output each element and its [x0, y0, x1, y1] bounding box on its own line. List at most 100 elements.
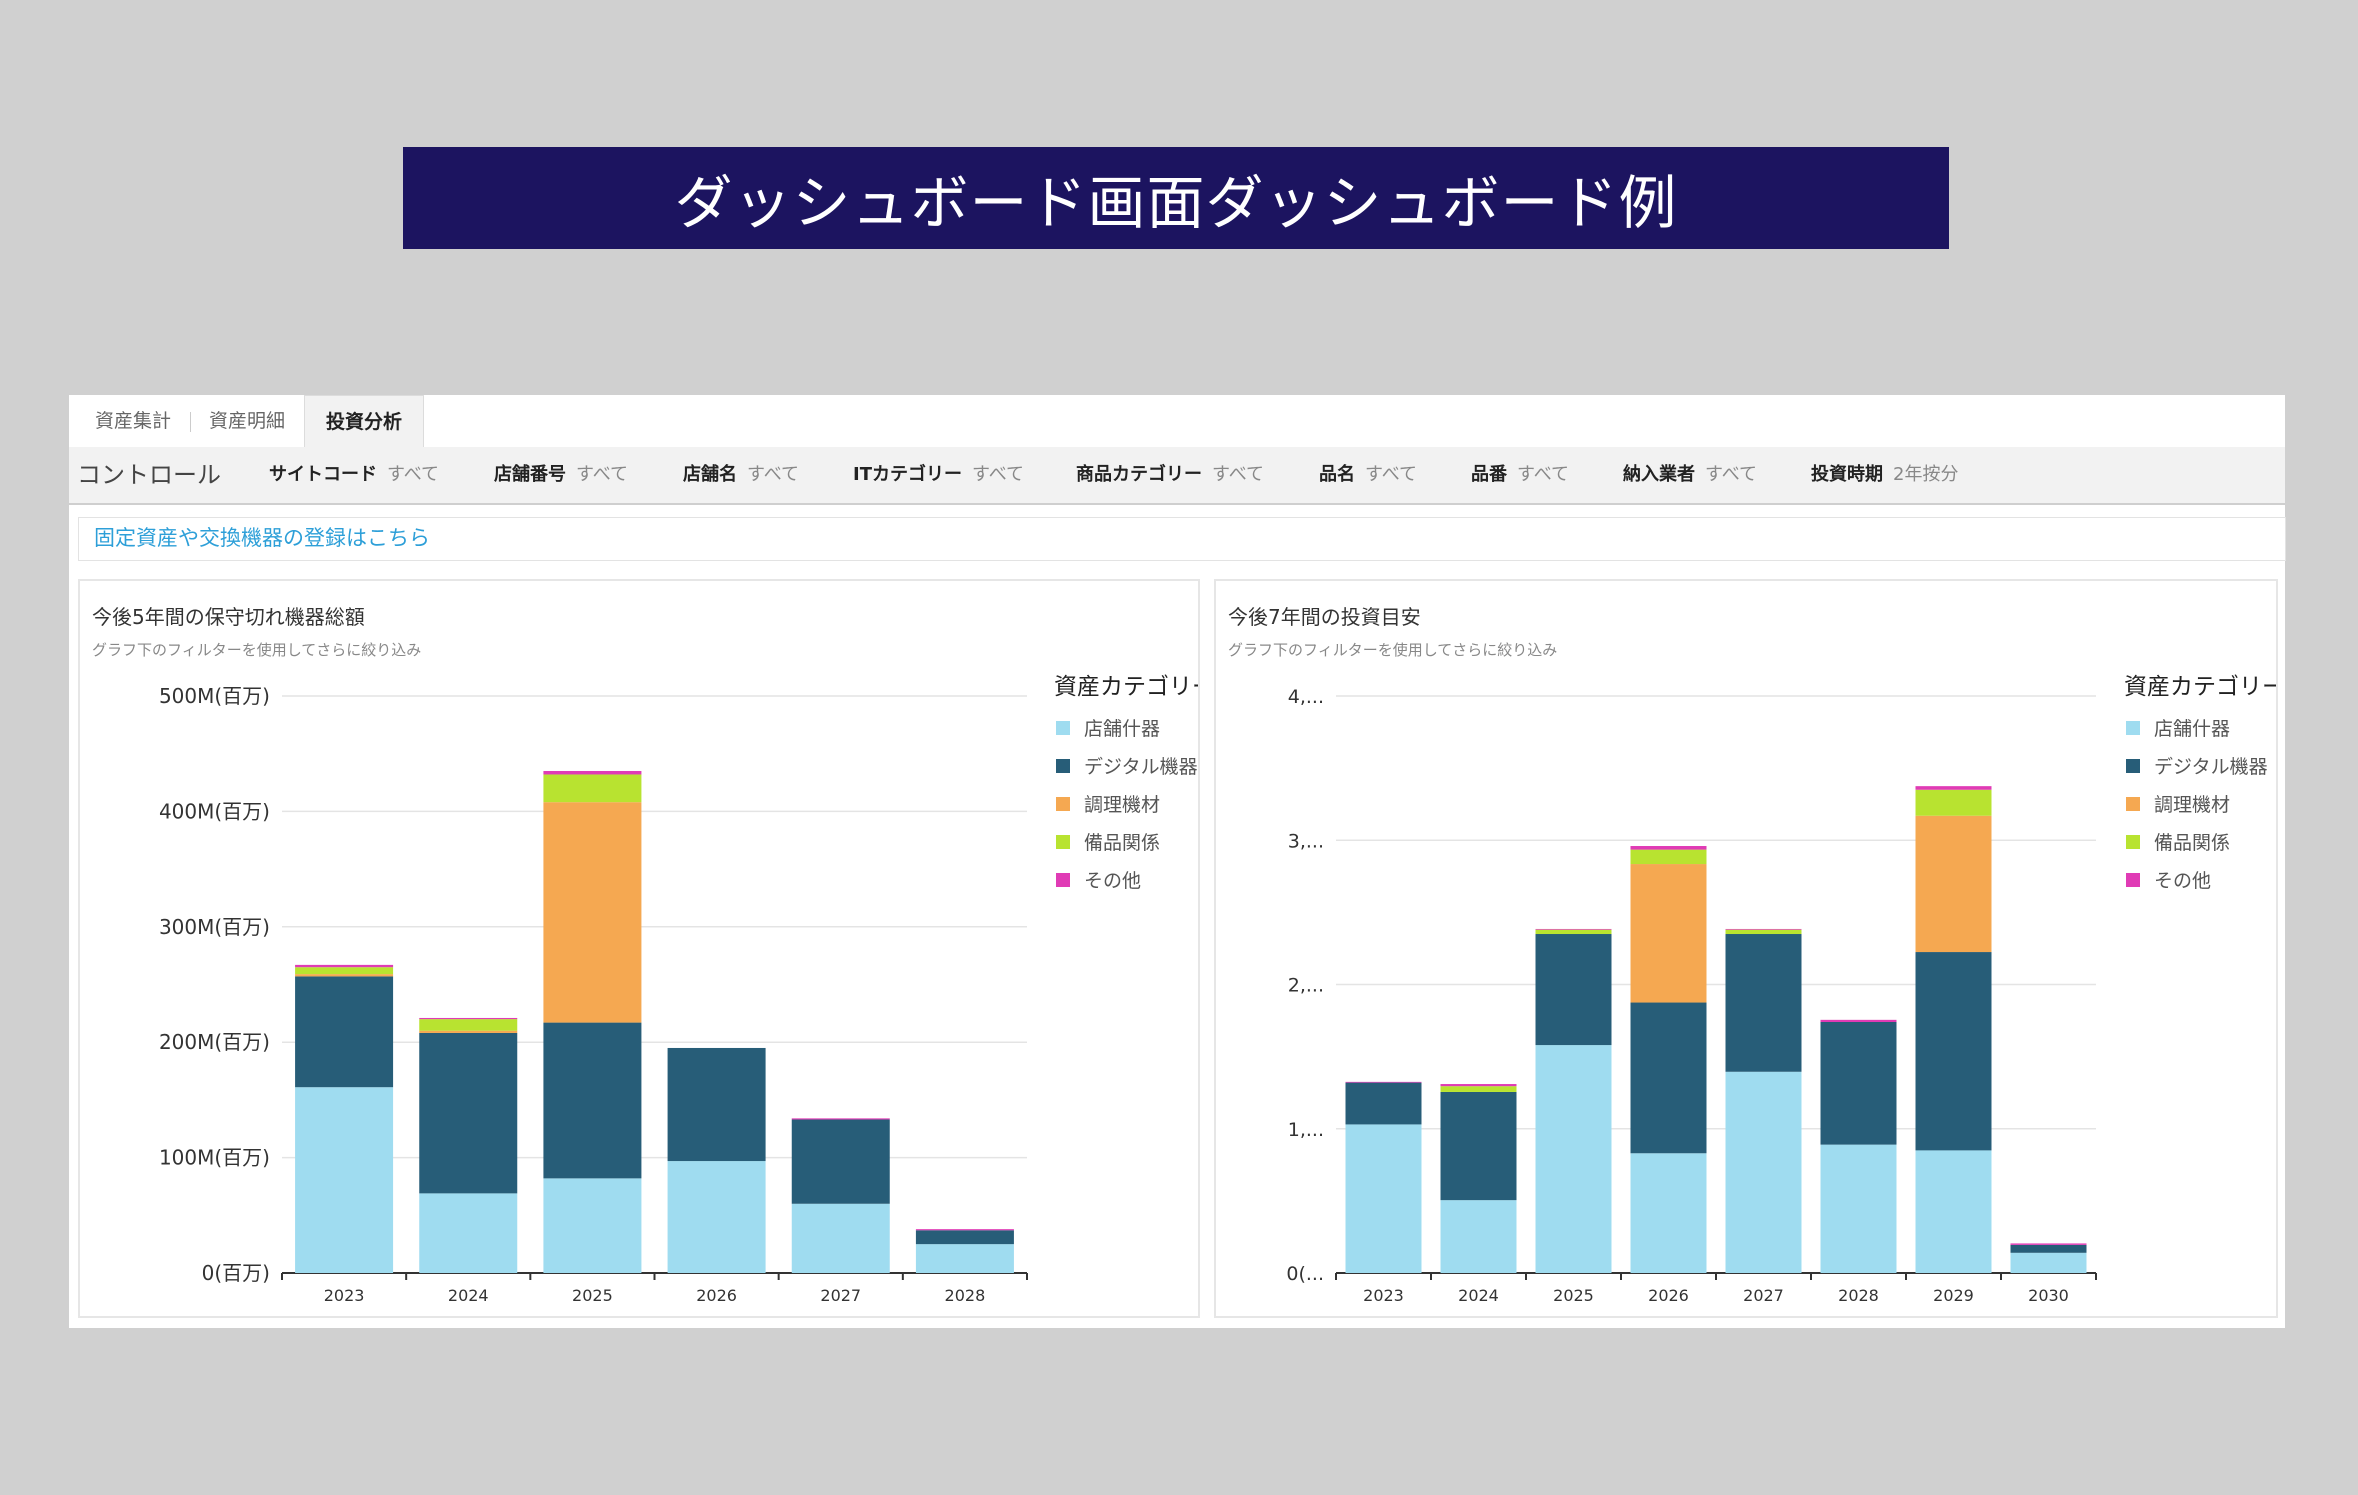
chart-title: 今後7年間の投資目安	[1228, 605, 1421, 629]
bar-segment	[543, 774, 642, 803]
tab-divider	[190, 412, 191, 432]
x-tick-label: 2028	[945, 1286, 986, 1305]
x-tick-label: 2025	[572, 1286, 613, 1305]
control-site-code[interactable]: サイトコード すべて	[269, 447, 439, 503]
control-item-number[interactable]: 品番 すべて	[1471, 447, 1569, 503]
bar-segment	[1345, 1081, 1422, 1083]
x-tick-label: 2023	[1363, 1286, 1404, 1305]
control-value: すべて	[747, 464, 800, 485]
x-tick-label: 2027	[820, 1286, 861, 1305]
bar-segment	[1345, 1082, 1422, 1125]
bar-segment	[419, 1032, 518, 1194]
x-tick-label: 2026	[1648, 1286, 1689, 1305]
control-label: 店舗番号	[494, 464, 566, 485]
control-it-category[interactable]: ITカテゴリー すべて	[853, 447, 1024, 503]
x-tick-label: 2030	[2028, 1286, 2069, 1305]
x-tick-label: 2025	[1553, 1286, 1594, 1305]
legend-entry: 店舗什器	[2154, 718, 2230, 740]
bar-segment	[543, 1178, 642, 1273]
chart-subtitle: グラフ下のフィルターを使用してさらに絞り込み	[92, 641, 422, 659]
control-store-number[interactable]: 店舗番号 すべて	[494, 447, 628, 503]
bar-segment	[1820, 1144, 1897, 1273]
dashboard-app: 資産集計 資産明細 投資分析 コントロール サイトコード すべて 店舗番号 すべて …	[69, 395, 2286, 1328]
control-value: すべて	[1212, 464, 1265, 485]
legend-swatch	[2126, 721, 2140, 735]
bar-segment	[1440, 1086, 1517, 1092]
bar-segment	[1915, 1150, 1992, 1273]
bar-segment	[295, 964, 394, 968]
bar-segment	[419, 1193, 518, 1273]
y-tick-label: 0(...	[1286, 1263, 1324, 1285]
legend-title: 資産カテゴリー	[2124, 674, 2276, 700]
bar-segment	[667, 1161, 766, 1273]
bar-segment	[1535, 1045, 1612, 1273]
legend-swatch	[2126, 835, 2140, 849]
control-value: すべて	[576, 464, 629, 485]
bar-segment	[791, 1119, 890, 1204]
control-value: すべて	[1365, 464, 1418, 485]
legend-entry: デジタル機器	[2154, 756, 2268, 778]
control-label: 品番	[1471, 464, 1507, 485]
bar-segment	[915, 1230, 1014, 1245]
x-tick-label: 2026	[696, 1286, 737, 1305]
bar-segment	[1820, 1022, 1897, 1145]
y-tick-label: 3,...	[1288, 830, 1324, 852]
bar-segment	[791, 1203, 890, 1273]
tab-investment-analysis[interactable]: 投資分析	[304, 395, 424, 449]
legend-entry: 備品関係	[1084, 832, 1160, 854]
legend-swatch	[2126, 873, 2140, 887]
y-tick-label: 2,...	[1288, 975, 1324, 997]
bar-segment	[1725, 929, 1802, 935]
legend-swatch	[1056, 797, 1070, 811]
legend-swatch	[2126, 759, 2140, 773]
tab-asset-summary[interactable]: 資産集計	[94, 410, 171, 432]
y-tick-label: 0(百万)	[202, 1261, 270, 1285]
register-assets-link[interactable]: 固定資産や交換機器の登録はこちら	[94, 526, 430, 550]
control-value: 2年按分	[1893, 464, 1959, 485]
bar-segment	[1820, 1019, 1897, 1023]
y-tick-label: 500M(百万)	[159, 684, 270, 708]
control-value: すべて	[1705, 464, 1758, 485]
bar-segment	[295, 967, 394, 975]
bar-segment	[543, 802, 642, 1023]
control-label: サイトコード	[269, 464, 377, 485]
control-label: 店舗名	[683, 464, 737, 485]
bar-segment	[1630, 846, 1707, 850]
bar-segment	[2010, 1243, 2087, 1245]
control-value: すべて	[971, 464, 1025, 485]
control-label: 納入業者	[1623, 464, 1695, 485]
control-investment-period[interactable]: 投資時期 2年按分	[1811, 447, 1958, 503]
y-tick-label: 400M(百万)	[159, 799, 270, 823]
x-tick-label: 2028	[1838, 1286, 1879, 1305]
legend-entry: デジタル機器	[1084, 756, 1198, 778]
chart-panel-maintenance-expiry: 今後5年間の保守切れ機器総額 グラフ下のフィルターを使用してさらに絞り込み 0(…	[78, 579, 1200, 1318]
chart-subtitle: グラフ下のフィルターを使用してさらに絞り込み	[1228, 641, 1558, 659]
control-product-category[interactable]: 商品カテゴリー すべて	[1076, 447, 1264, 503]
control-value: すべて	[387, 464, 440, 485]
bar-segment	[2010, 1244, 2087, 1253]
control-store-name[interactable]: 店舗名 すべて	[683, 447, 799, 503]
x-tick-label: 2029	[1933, 1286, 1974, 1305]
tab-asset-details[interactable]: 資産明細	[208, 410, 285, 432]
stacked-bar-chart-5yr: 0(百万) 100M(百万) 200M(百万) 300M(百万) 400M(百万) 500…	[159, 674, 1198, 1305]
y-tick-label: 1,...	[1288, 1119, 1324, 1141]
control-supplier[interactable]: 納入業者 すべて	[1623, 447, 1757, 503]
bar-segment	[915, 1244, 1014, 1273]
x-tick-label: 2024	[1458, 1286, 1499, 1305]
bar-segment	[1915, 815, 1992, 953]
tab-bar: 資産集計 資産明細 投資分析	[69, 395, 2285, 449]
bar-segment	[1440, 1084, 1517, 1087]
legend-entry: 店舗什器	[1084, 718, 1160, 740]
control-item-name[interactable]: 品名 すべて	[1319, 447, 1417, 503]
bar-segment	[295, 1087, 394, 1273]
legend-swatch	[2126, 797, 2140, 811]
bar-segment	[1345, 1124, 1422, 1273]
bar-segment	[419, 1019, 518, 1031]
bar-segment	[543, 771, 642, 775]
stacked-bar-chart-7yr: 0(... 1,... 2,... 3,... 4,... 2023 2024 2025 202…	[1286, 674, 2276, 1305]
controls-title: コントロール	[77, 461, 221, 489]
banner-title: ダッシュボード画面ダッシュボード例	[403, 147, 1949, 249]
x-tick-label: 2027	[1743, 1286, 1784, 1305]
bar-segment	[1915, 786, 1992, 790]
y-tick-label: 300M(百万)	[159, 915, 270, 939]
